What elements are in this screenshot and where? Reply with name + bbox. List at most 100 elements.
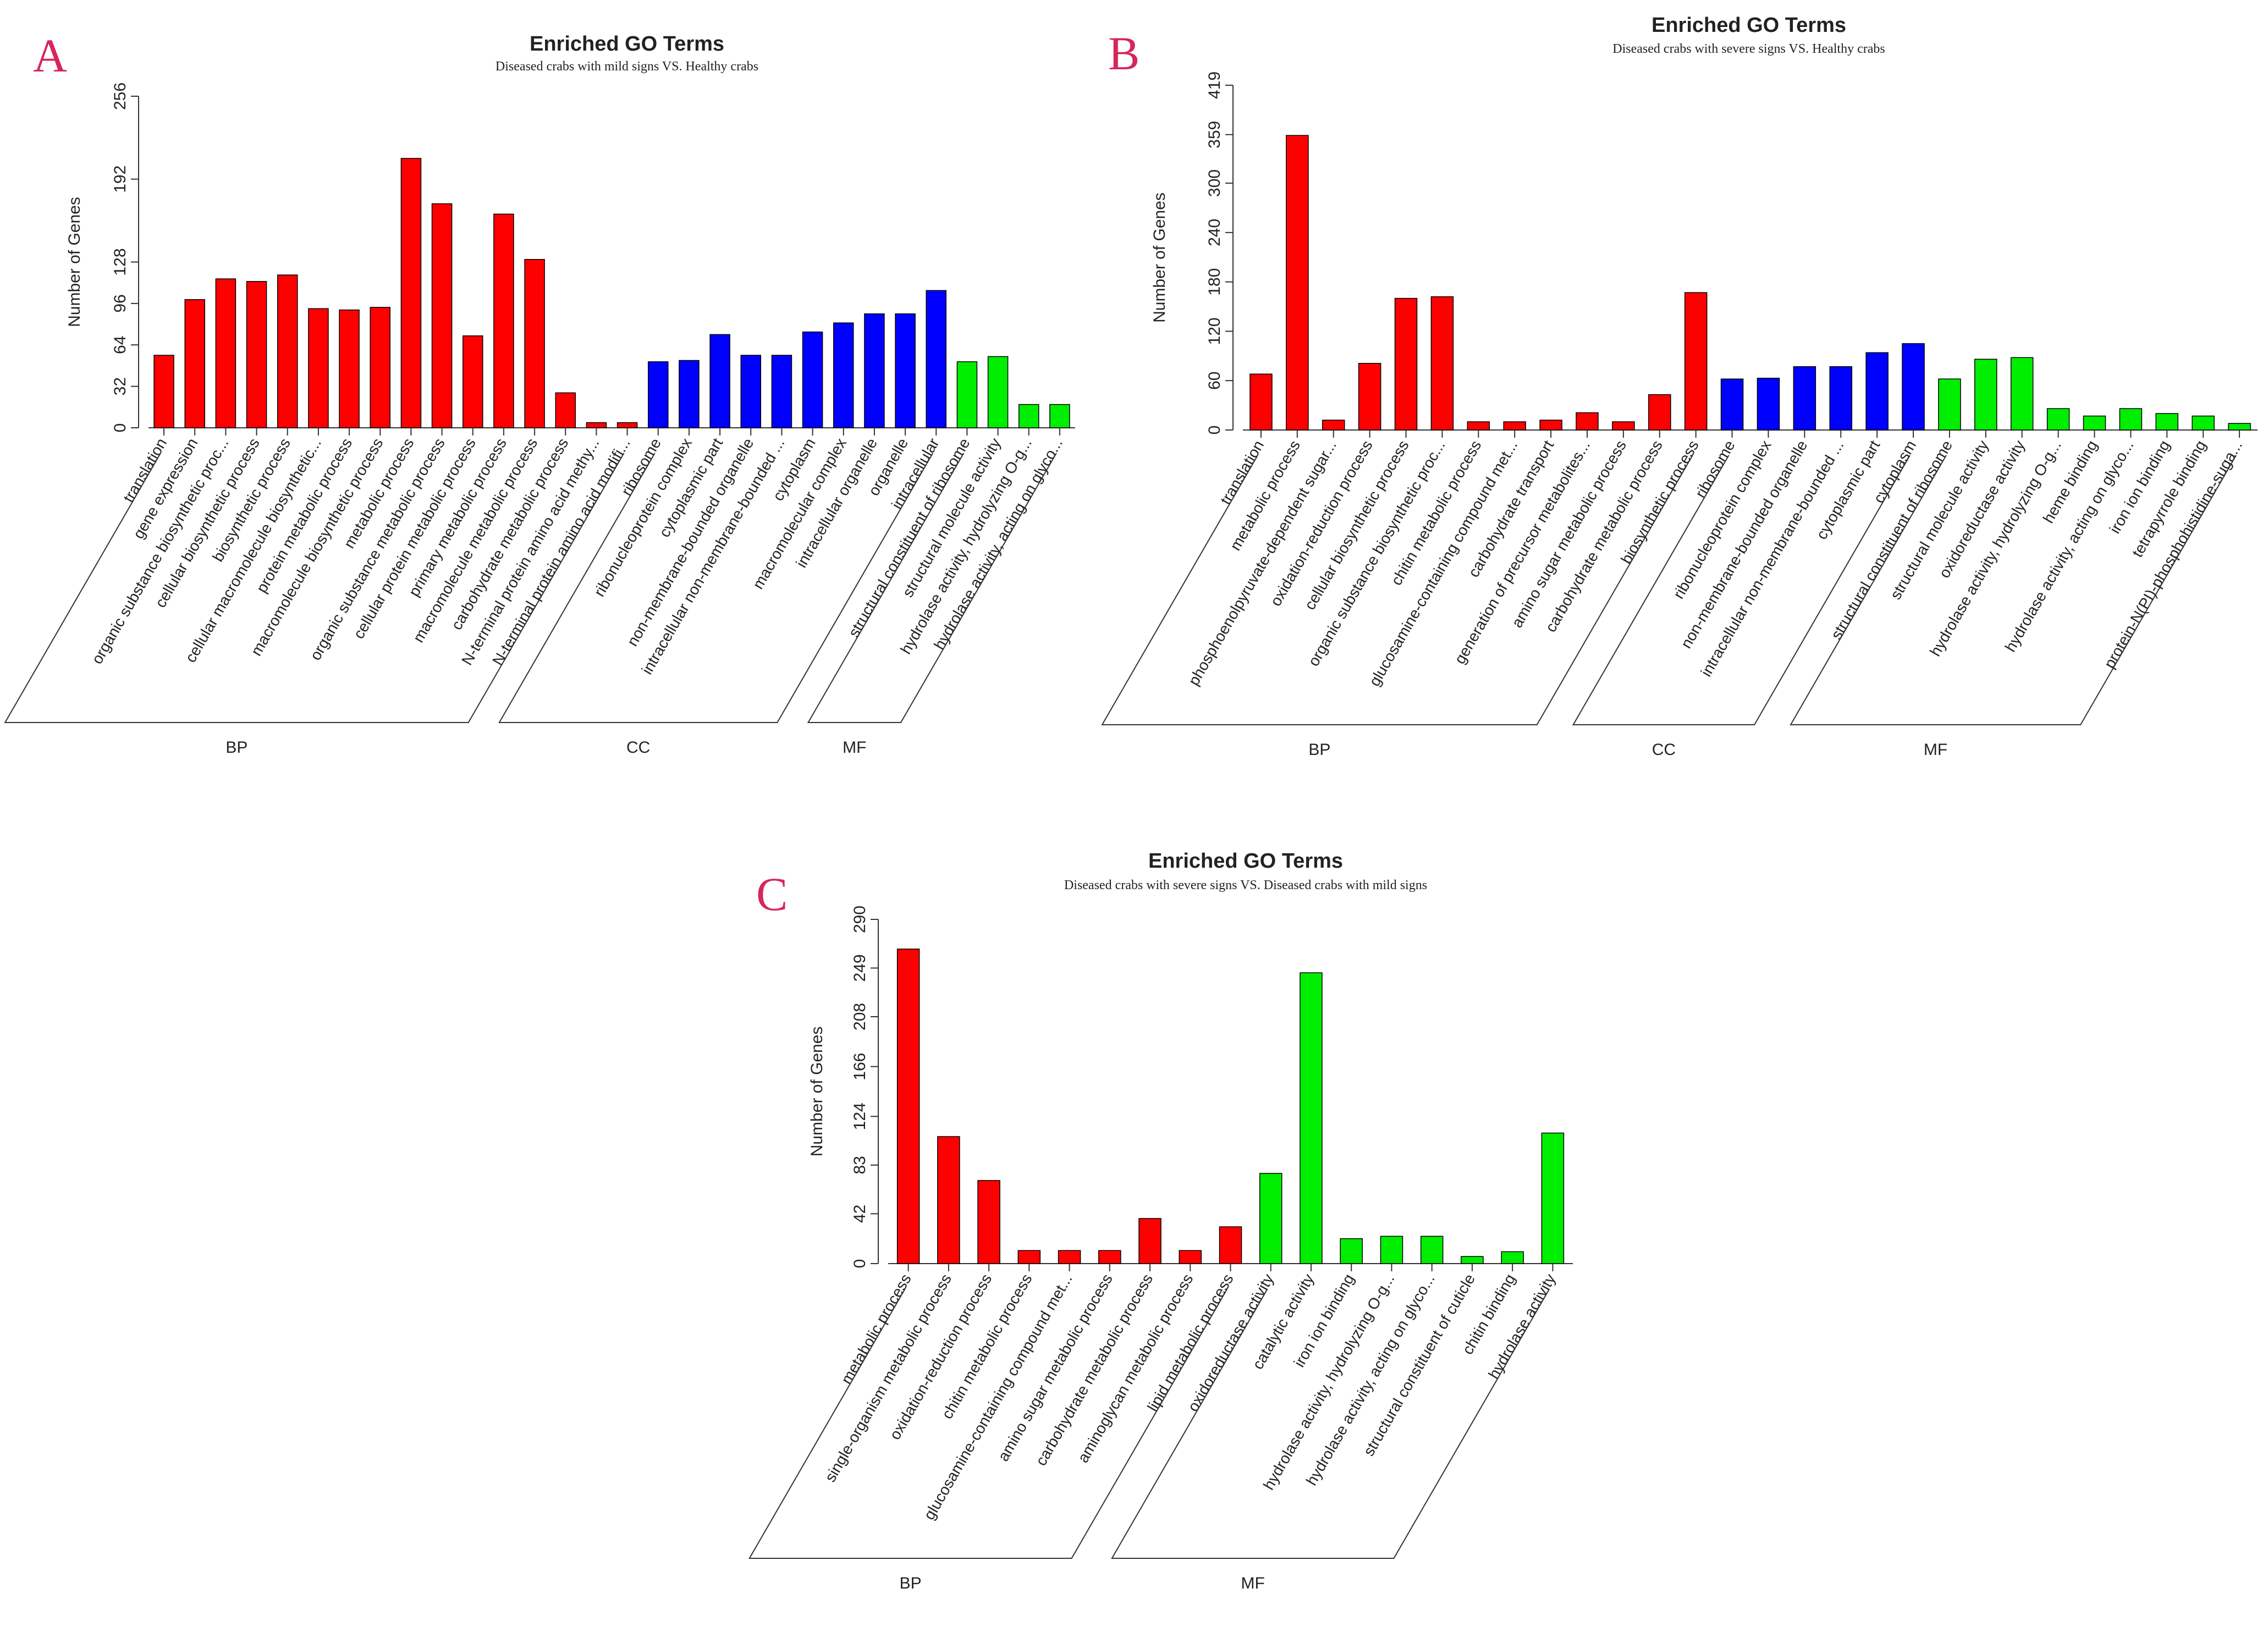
y-tick-label: 42	[851, 1205, 869, 1223]
bar	[1019, 404, 1039, 428]
bar	[1648, 394, 1671, 431]
group-bracket	[1111, 1288, 1550, 1559]
bar	[184, 299, 205, 428]
bar	[1539, 420, 1562, 431]
y-tick-label: 0	[111, 423, 129, 433]
chart-subtitle: Diseased crabs with mild signs VS. Healt…	[496, 59, 758, 74]
bar	[246, 281, 267, 428]
category-label: metabolic process	[838, 1271, 915, 1387]
category-label: protein-N(PI)-phosphohistidine-suga...	[2101, 438, 2245, 671]
bar	[2010, 357, 2034, 431]
panel-c: C Enriched GO Terms Diseased crabs with se…	[748, 850, 1573, 1592]
bar	[1420, 1236, 1444, 1264]
y-tick-label: 359	[1205, 121, 1224, 148]
group-bracket	[807, 453, 1057, 723]
bar	[2083, 415, 2106, 431]
bar	[987, 356, 1009, 428]
bar	[1541, 1132, 1565, 1264]
y-tick-label: 124	[851, 1102, 869, 1130]
bar	[679, 360, 700, 428]
bar	[1017, 1250, 1041, 1264]
bar	[1430, 296, 1454, 431]
y-tick-label: 290	[851, 906, 869, 933]
panel-b: B Enriched GO Terms Diseased crabs with se…	[1101, 14, 2258, 759]
bar	[308, 308, 329, 428]
bar	[215, 278, 236, 428]
bar	[616, 422, 638, 428]
bar	[1467, 421, 1490, 431]
y-tick-label: 0	[851, 1259, 869, 1269]
bar	[1340, 1238, 1363, 1264]
y-tick-label: 240	[1205, 219, 1224, 246]
bar	[400, 158, 422, 428]
bar	[1503, 421, 1526, 431]
chart-title: Enriched GO Terms	[1148, 850, 1343, 873]
bar	[277, 274, 298, 428]
bar	[1049, 404, 1070, 428]
y-tick-label: 180	[1205, 268, 1224, 296]
chart-subtitle: Diseased crabs with severe signs VS. Hea…	[1612, 42, 1885, 56]
bar	[1249, 373, 1273, 431]
y-tick-label: 192	[111, 166, 129, 193]
y-tick-label: 249	[851, 954, 869, 982]
bar	[1757, 377, 1780, 431]
bar	[771, 355, 792, 428]
panel-letter: A	[33, 29, 67, 82]
group-bracket	[4, 453, 625, 723]
y-tick-label: 300	[1205, 169, 1224, 197]
bar	[648, 361, 669, 428]
bar	[802, 331, 823, 428]
y-tick-label: 256	[111, 82, 129, 110]
bar	[1576, 412, 1599, 431]
bar	[524, 259, 545, 428]
group-label: BP	[225, 738, 247, 757]
group-label: BP	[900, 1574, 922, 1592]
bar	[1902, 343, 1925, 431]
group-bracket	[1572, 455, 1911, 725]
bar	[864, 313, 885, 428]
bar	[1322, 420, 1345, 431]
bar	[1380, 1236, 1403, 1264]
panel-letter: C	[756, 868, 788, 920]
y-tick-label: 208	[851, 1003, 869, 1030]
bar	[586, 422, 607, 428]
bar	[2228, 423, 2251, 431]
bar	[1138, 1218, 1161, 1264]
bar	[1259, 1173, 1282, 1264]
group-label: CC	[626, 738, 650, 757]
bar	[555, 392, 576, 428]
bar	[1058, 1250, 1081, 1264]
chart-title: Enriched GO Terms	[530, 32, 724, 56]
bar	[1938, 378, 1961, 431]
chart-title: Enriched GO Terms	[1652, 14, 1846, 37]
bar	[1358, 363, 1381, 431]
group-bracket	[1790, 455, 2237, 725]
group-label: BP	[1308, 741, 1330, 759]
y-axis-label: Number of Genes	[65, 197, 84, 327]
y-tick-label: 32	[111, 377, 129, 395]
bar	[1829, 366, 1852, 431]
bar	[1098, 1250, 1121, 1264]
category-label: glucosamine-containing compound met...	[921, 1271, 1076, 1523]
bar	[1219, 1226, 1242, 1264]
bar	[2119, 408, 2143, 431]
y-tick-label: 166	[851, 1053, 869, 1080]
bar	[1612, 421, 1635, 431]
category-label: organic substance biosynthetic proc...	[1305, 438, 1449, 669]
y-tick-label: 60	[1205, 372, 1224, 390]
bar	[1286, 135, 1309, 431]
bar	[1720, 378, 1744, 431]
y-tick-label: 64	[111, 336, 129, 354]
bar	[1684, 292, 1708, 431]
y-axis-label: Number of Genes	[808, 1027, 826, 1157]
y-axis-label: Number of Genes	[1150, 192, 1169, 323]
y-tick-label: 120	[1205, 317, 1224, 345]
bar	[370, 307, 390, 428]
group-bracket	[748, 1288, 1228, 1559]
bar	[1865, 352, 1889, 431]
y-tick-label: 419	[1205, 71, 1224, 99]
y-tick-label: 83	[851, 1156, 869, 1174]
bar	[1300, 972, 1323, 1264]
bar	[153, 355, 174, 428]
